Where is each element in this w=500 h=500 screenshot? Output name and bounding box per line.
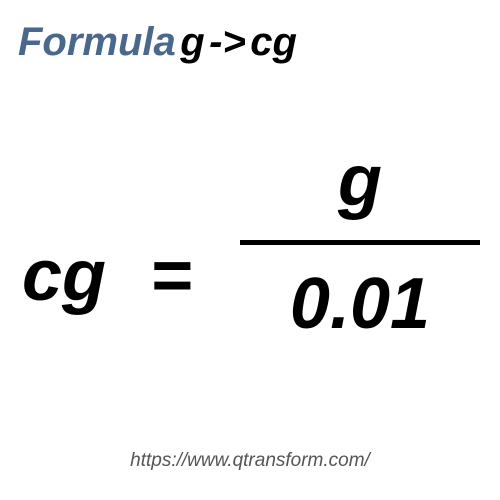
formula-header: Formula g -> cg (0, 0, 500, 65)
formula-label: Formula (18, 20, 176, 64)
to-unit: cg (250, 20, 297, 64)
from-unit: g (180, 20, 204, 64)
formula-expression: cg = g 0.01 (0, 145, 500, 385)
fraction-numerator: g (240, 145, 480, 232)
fraction: g 0.01 (240, 145, 480, 340)
source-url: https://www.qtransform.com/ (0, 450, 500, 472)
fraction-denominator: 0.01 (240, 253, 480, 340)
arrow-symbol: -> (209, 20, 246, 64)
equals-sign: = (150, 235, 192, 317)
fraction-bar (240, 240, 480, 245)
result-unit: cg (22, 235, 106, 317)
